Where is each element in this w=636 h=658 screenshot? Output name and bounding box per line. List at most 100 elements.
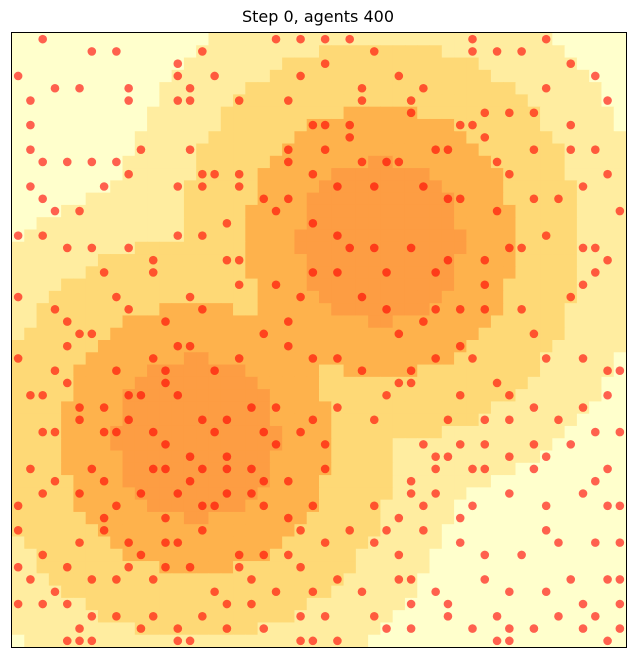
heat-cell [257, 94, 271, 108]
heat-cell [392, 499, 406, 513]
heat-cell [601, 401, 615, 415]
heat-cell [122, 327, 136, 341]
heat-cell [183, 536, 197, 550]
heat-cell [343, 106, 357, 120]
heat-cell [122, 192, 136, 206]
heat-cell [576, 425, 590, 439]
heat-cell [441, 462, 455, 476]
agent-point [296, 526, 305, 535]
heat-cell [392, 610, 406, 624]
heat-cell [331, 82, 345, 95]
heat-cell [589, 548, 603, 562]
agent-point [505, 636, 514, 646]
heat-cell [245, 548, 259, 562]
heat-cell [183, 364, 197, 378]
heat-cell [490, 327, 504, 341]
heat-cell [306, 192, 320, 206]
heat-cell [540, 217, 553, 231]
heat-cell [61, 204, 74, 218]
heat-cell [564, 254, 578, 267]
heat-cell [331, 462, 345, 476]
heat-cell [183, 217, 197, 231]
heat-cell [196, 82, 210, 95]
heat-cell [441, 548, 455, 562]
heat-cell [466, 376, 480, 390]
heat-cell [404, 33, 418, 46]
heat-cell [601, 143, 615, 157]
heat-cell [441, 622, 455, 636]
heat-cell [601, 131, 615, 145]
heat-cell [245, 364, 259, 378]
heat-cell [122, 180, 136, 194]
heat-cell [61, 364, 74, 378]
heat-cell [196, 118, 210, 132]
heat-cell [183, 622, 197, 636]
heat-cell [490, 57, 504, 71]
heat-cell [417, 69, 431, 83]
heat-cell [589, 217, 603, 231]
heat-cell [319, 364, 332, 378]
heat-cell [613, 180, 627, 194]
heat-cell [429, 204, 443, 218]
heat-cell [24, 82, 38, 95]
heat-cell [36, 573, 50, 587]
heat-cell [282, 168, 296, 181]
agent-point [62, 378, 72, 388]
heat-cell [576, 118, 590, 132]
heat-cell [503, 524, 517, 538]
heat-cell [319, 131, 332, 145]
heat-cell [147, 106, 160, 120]
heat-cell [12, 94, 25, 108]
heat-cell [208, 57, 222, 71]
agent-point [603, 390, 612, 400]
heat-cell [159, 634, 173, 648]
heat-cell [61, 94, 74, 108]
heat-cell [36, 511, 50, 525]
heat-cell [233, 57, 246, 71]
heat-cell [159, 57, 173, 71]
agent-point [136, 624, 146, 633]
heat-cell [171, 241, 185, 255]
heat-cell [233, 217, 246, 231]
heat-cell [392, 622, 406, 636]
heat-cell [110, 622, 124, 636]
heat-cell [417, 290, 431, 304]
heat-cell [466, 217, 480, 231]
heat-cell [454, 204, 467, 218]
heat-cell [171, 204, 185, 218]
heat-cell [147, 82, 160, 95]
agent-point [234, 280, 244, 290]
agent-point [591, 612, 600, 621]
heat-cell [380, 45, 394, 59]
heat-cell [552, 106, 566, 120]
heat-cell [331, 118, 345, 132]
heat-cell [208, 217, 222, 231]
heat-cell [85, 131, 99, 145]
heat-cell [343, 82, 357, 95]
agent-point [38, 489, 47, 498]
agent-point [468, 354, 477, 363]
agent-point [443, 599, 453, 609]
heat-cell [540, 94, 553, 108]
heat-cell [245, 155, 259, 169]
heat-cell [589, 33, 603, 46]
heat-cell [147, 118, 160, 132]
heat-cell [171, 597, 185, 611]
heat-cell [282, 634, 296, 648]
heat-cell [73, 389, 87, 402]
heat-cell [134, 217, 148, 231]
heat-cell [110, 192, 124, 206]
agent-point [603, 501, 612, 511]
heat-cell [527, 376, 541, 390]
heat-cell [282, 597, 296, 611]
heat-cell [368, 450, 381, 464]
heat-cell [540, 241, 553, 255]
heat-cell [97, 622, 111, 636]
heat-cell [282, 118, 296, 132]
heat-cell [527, 475, 541, 488]
heat-cell [282, 610, 296, 624]
heat-cell [196, 389, 210, 402]
agent-point [505, 108, 514, 118]
heat-cell [466, 168, 480, 181]
heat-cell [540, 511, 553, 525]
